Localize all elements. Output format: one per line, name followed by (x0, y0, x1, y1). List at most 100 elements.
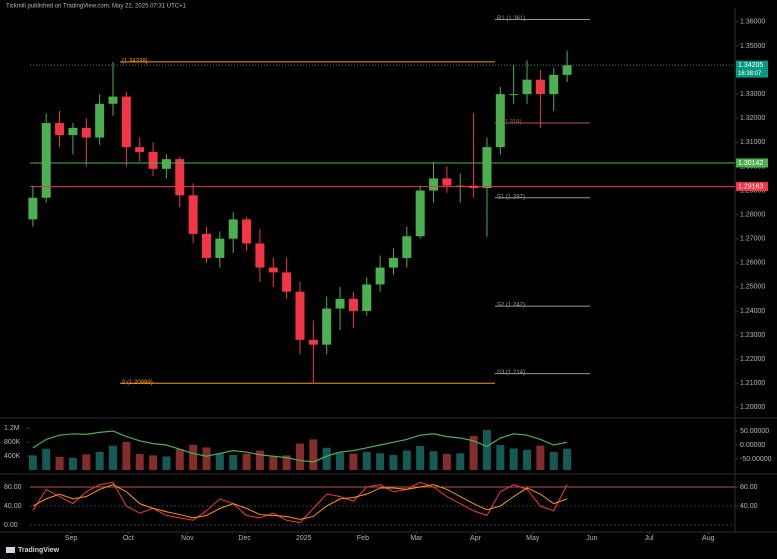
volume-bar (68, 457, 77, 470)
y-tick-label: 1.24000 (740, 308, 765, 315)
candle-body (201, 233, 211, 258)
x-tick-label: 2025 (296, 535, 312, 542)
candle-body (415, 190, 425, 237)
volume-bar (536, 445, 545, 470)
y-tick-label: 1.2M (4, 425, 20, 432)
y2-tick-label: 0.00000 (740, 442, 765, 449)
volume-bar (122, 441, 131, 470)
candle-body (362, 284, 372, 311)
candle-body (322, 308, 332, 345)
candle-body (268, 267, 278, 273)
volume-bar (309, 439, 318, 470)
volume-bar (269, 456, 278, 470)
y-tick-label: 400K (4, 453, 21, 460)
volume-bar (482, 430, 491, 470)
y-tick-label: 1.20000 (740, 404, 765, 411)
level-label: S3 (1.214) (497, 370, 525, 376)
x-tick-label: May (526, 535, 540, 542)
x-tick-label: Dec (238, 535, 251, 542)
x-tick-label: Oct (123, 535, 134, 542)
volume-bar (82, 454, 91, 470)
y2-tick-label: 80.00 (740, 484, 758, 491)
volume-bar (295, 443, 304, 470)
x-tick-label: Mar (410, 535, 423, 542)
volume-bar (549, 451, 558, 470)
level-label: R1 (1.361) (497, 16, 525, 22)
candle-body (402, 236, 412, 258)
candle-body (375, 267, 385, 285)
y-tick-label: 80.00 (4, 484, 22, 491)
y-tick-label: 0.00 (4, 522, 18, 529)
candle-body (549, 74, 559, 95)
volume-bar (242, 453, 251, 470)
candle-body (388, 257, 398, 268)
level-label: 0 (1.20999) (122, 380, 153, 386)
y-tick-label: 1.22000 (740, 356, 765, 363)
header: Tickmill published on TradingView.com, M… (6, 4, 187, 10)
level-label: S1 (1.287) (497, 194, 525, 200)
volume-bar (349, 453, 358, 470)
volume-bar (28, 455, 37, 470)
candle-body (215, 238, 225, 258)
candle-body (175, 159, 185, 196)
volume-bar (108, 445, 117, 470)
candle-body (308, 339, 318, 345)
y-tick-label: 1.27000 (740, 236, 765, 243)
candle-body (81, 127, 91, 138)
candle-body (335, 298, 345, 309)
x-tick-label: Nov (181, 535, 194, 542)
candle-body (509, 94, 519, 96)
candle-body (108, 96, 118, 104)
candle-body (255, 243, 265, 268)
x-tick-label: Feb (357, 535, 369, 542)
x-tick-label: Sep (65, 535, 78, 542)
candle-body (535, 79, 545, 95)
level-label: P (1.318) (497, 120, 522, 126)
candle-body (495, 94, 505, 148)
candle-body (482, 147, 492, 189)
candle-body (429, 178, 439, 191)
price-tag-label: 1.30142 (738, 160, 763, 167)
volume-bar (162, 456, 171, 470)
volume-bar (215, 453, 224, 470)
candle-body (95, 103, 105, 138)
candle-body (228, 219, 238, 239)
volume-bar (523, 449, 532, 470)
level-label: (1.34338) (122, 58, 148, 64)
candle-body (188, 195, 198, 234)
volume-bar (496, 444, 505, 470)
volume-bar (149, 455, 158, 470)
y-tick-label: 1.32000 (740, 115, 765, 122)
y-tick-label: 800K (4, 439, 21, 446)
volume-bar (189, 444, 198, 470)
candle-body (348, 298, 358, 311)
candle-body (562, 65, 572, 75)
volume-bar (509, 448, 518, 470)
y-tick-label: 1.35000 (740, 43, 765, 50)
candle-body (295, 291, 305, 340)
volume-bar (402, 450, 411, 470)
x-tick-label: Apr (470, 535, 482, 542)
volume-bar (336, 452, 345, 470)
y-tick-label: 1.26000 (740, 260, 765, 267)
volume-bar (322, 447, 331, 470)
x-tick-label: Aug (702, 535, 715, 542)
volume-bar (416, 446, 425, 470)
candle-body (41, 123, 51, 198)
volume-bar (255, 450, 264, 470)
stoch-line (32, 484, 568, 520)
y-tick-label: 1.36000 (740, 19, 765, 26)
logo (6, 547, 15, 553)
y-tick-label: 1.23000 (740, 332, 765, 339)
x-tick-label: Jun (586, 535, 597, 542)
level-label: S2 (1.242) (497, 303, 525, 309)
candle-body (28, 197, 38, 220)
footer: TradingView (18, 547, 60, 554)
price-tag-label: 1.29163 (738, 183, 763, 190)
volume-bar (229, 455, 238, 470)
volume-bar (389, 455, 398, 470)
candle-body (282, 272, 292, 292)
countdown: 16:38:07 (738, 71, 762, 77)
